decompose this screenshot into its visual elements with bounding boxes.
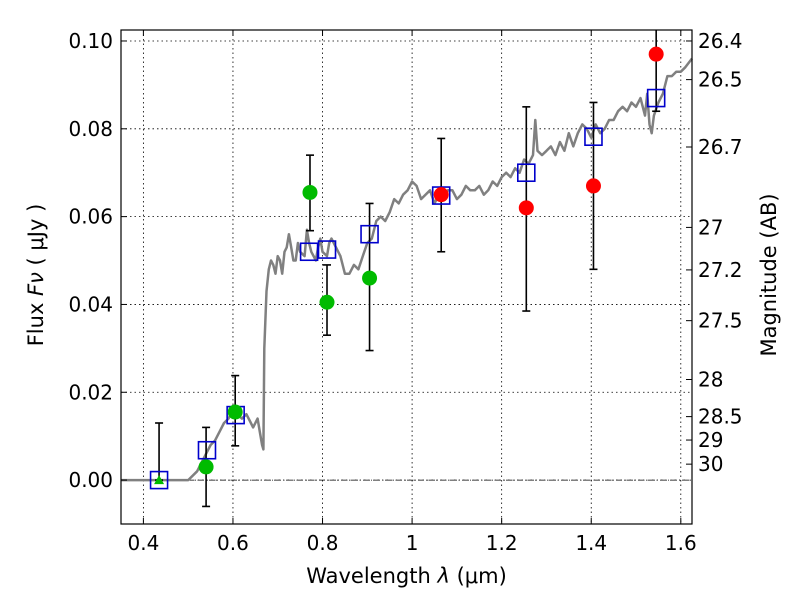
grid-layer xyxy=(121,30,692,524)
right-tick-label: 30 xyxy=(698,452,723,476)
y-axis-title-left: Flux Fν ( μJy ) xyxy=(24,204,48,347)
observed-point-green xyxy=(198,459,214,475)
x-tick-label: 1.4 xyxy=(575,531,607,555)
y-tick-label: 0.08 xyxy=(68,117,113,141)
x-axis-title: Wavelength λ (μm) xyxy=(306,564,507,588)
label-layer: 0.4 0.6 0.8 1 1.2 1.4 1.6 0.00 0.02 0.04 0.06 0.08 0… xyxy=(68,29,742,555)
upper-limit-triangle xyxy=(154,475,165,485)
marker-layer xyxy=(149,46,666,490)
observed-point-green xyxy=(319,294,335,310)
y-tick-label: 0.06 xyxy=(68,205,113,229)
x-tick-label: 1.6 xyxy=(665,531,697,555)
observed-point-green xyxy=(227,404,243,420)
y-tick-label: 0.02 xyxy=(68,380,113,404)
x-tick-label: 0.4 xyxy=(127,531,159,555)
right-tick-label: 28.5 xyxy=(698,405,743,429)
observed-point-red xyxy=(518,200,534,216)
observed-point-red xyxy=(433,187,449,203)
observed-point-green xyxy=(362,270,378,286)
right-tick-label: 26.4 xyxy=(698,29,743,53)
right-tick-label: 27.2 xyxy=(698,258,743,282)
tick-layer xyxy=(121,30,692,524)
x-tick-label: 1.2 xyxy=(486,531,518,555)
spectrum-line xyxy=(121,57,693,482)
right-tick-label: 26.7 xyxy=(698,135,743,159)
y-tick-label: 0.04 xyxy=(68,292,113,316)
y-axis-title-right: Magnitude (AB) xyxy=(757,193,781,356)
spectrum-layer xyxy=(121,57,693,482)
model-photometry-square xyxy=(317,240,337,259)
observed-point-red xyxy=(585,178,601,194)
observed-point-red xyxy=(648,46,664,62)
right-tick-label: 26.5 xyxy=(698,68,743,92)
model-photometry-square xyxy=(197,440,217,460)
right-tick-label: 28 xyxy=(698,367,723,391)
x-tick-label: 1 xyxy=(406,531,419,555)
y-tick-label: 0.00 xyxy=(68,468,113,492)
x-tick-label: 0.8 xyxy=(307,531,339,555)
model-photometry-square xyxy=(646,88,666,108)
observed-point-green xyxy=(302,184,318,200)
x-tick-label: 0.6 xyxy=(217,531,249,555)
model-photometry-square xyxy=(584,127,603,147)
model-photometry-square xyxy=(299,242,319,262)
model-photometry-square xyxy=(149,470,169,490)
plot-frame xyxy=(120,29,693,525)
model-photometry-square xyxy=(360,224,379,244)
model-photometry-square xyxy=(516,163,536,183)
right-tick-label: 27.5 xyxy=(698,309,743,333)
right-tick-label: 27 xyxy=(698,215,723,239)
y-tick-label: 0.10 xyxy=(68,29,113,53)
right-tick-label: 29 xyxy=(698,428,723,452)
errorbar-layer xyxy=(155,30,661,508)
model-photometry-square xyxy=(431,186,451,205)
